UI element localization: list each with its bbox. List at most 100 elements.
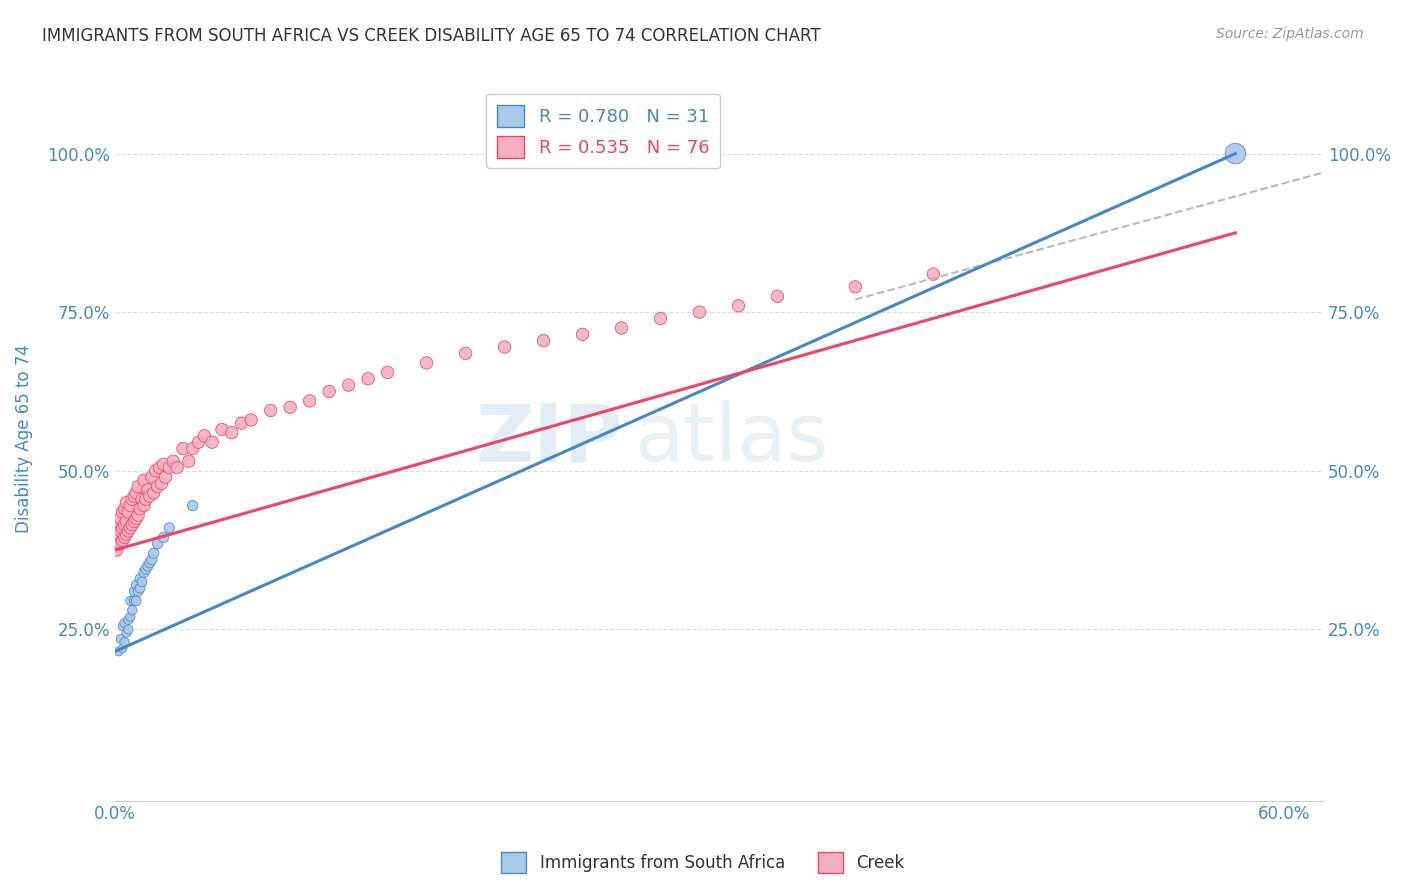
Point bbox=[260, 403, 283, 417]
Point bbox=[125, 578, 148, 592]
Point bbox=[132, 499, 155, 513]
Point bbox=[157, 460, 180, 475]
Point bbox=[221, 425, 243, 440]
Point bbox=[105, 527, 128, 541]
Point bbox=[114, 501, 136, 516]
Point bbox=[148, 460, 170, 475]
Point bbox=[1225, 146, 1247, 161]
Point bbox=[107, 517, 129, 532]
Point bbox=[166, 460, 188, 475]
Point bbox=[142, 486, 165, 500]
Point bbox=[114, 517, 136, 532]
Point bbox=[110, 537, 132, 551]
Point bbox=[454, 346, 477, 360]
Point bbox=[298, 394, 321, 409]
Point bbox=[318, 384, 340, 399]
Point bbox=[120, 594, 142, 608]
Point bbox=[141, 470, 163, 484]
Point bbox=[150, 476, 173, 491]
Point bbox=[117, 505, 139, 519]
Point bbox=[122, 584, 145, 599]
Point bbox=[415, 356, 437, 370]
Point bbox=[145, 464, 167, 478]
Point bbox=[146, 480, 169, 494]
Point bbox=[494, 340, 516, 354]
Point bbox=[337, 378, 360, 392]
Text: atlas: atlas bbox=[634, 400, 828, 478]
Point bbox=[141, 552, 163, 566]
Point bbox=[146, 537, 169, 551]
Point bbox=[650, 311, 672, 326]
Point bbox=[122, 489, 145, 503]
Point bbox=[107, 537, 129, 551]
Point bbox=[105, 543, 128, 558]
Point bbox=[127, 480, 149, 494]
Point bbox=[115, 515, 138, 529]
Point bbox=[135, 562, 157, 576]
Point bbox=[231, 416, 253, 430]
Point bbox=[107, 527, 129, 541]
Point bbox=[110, 524, 132, 538]
Point bbox=[111, 619, 134, 633]
Point bbox=[121, 603, 143, 617]
Point bbox=[127, 584, 149, 599]
Point bbox=[131, 492, 153, 507]
Point bbox=[114, 635, 136, 649]
Point bbox=[117, 613, 139, 627]
Text: IMMIGRANTS FROM SOUTH AFRICA VS CREEK DISABILITY AGE 65 TO 74 CORRELATION CHART: IMMIGRANTS FROM SOUTH AFRICA VS CREEK DI… bbox=[42, 27, 821, 45]
Point bbox=[139, 489, 162, 503]
Point bbox=[125, 486, 148, 500]
Point bbox=[172, 442, 194, 456]
Point bbox=[132, 473, 155, 487]
Point bbox=[571, 327, 593, 342]
Point bbox=[240, 413, 263, 427]
Point bbox=[115, 527, 138, 541]
Point bbox=[111, 505, 134, 519]
Point bbox=[136, 558, 159, 573]
Point bbox=[121, 517, 143, 532]
Point bbox=[122, 515, 145, 529]
Point bbox=[132, 566, 155, 580]
Point bbox=[129, 572, 152, 586]
Point bbox=[142, 546, 165, 560]
Point bbox=[181, 442, 204, 456]
Point bbox=[181, 499, 204, 513]
Point bbox=[125, 594, 148, 608]
Point bbox=[129, 501, 152, 516]
Point bbox=[193, 429, 215, 443]
Point bbox=[107, 644, 129, 658]
Point bbox=[155, 470, 177, 484]
Legend: Immigrants from South Africa, Creek: Immigrants from South Africa, Creek bbox=[495, 846, 911, 880]
Point bbox=[278, 401, 301, 415]
Point bbox=[139, 556, 162, 570]
Point bbox=[201, 435, 224, 450]
Point bbox=[152, 458, 174, 472]
Point bbox=[115, 495, 138, 509]
Point bbox=[135, 492, 157, 507]
Point bbox=[120, 609, 142, 624]
Point bbox=[377, 366, 399, 380]
Point bbox=[131, 574, 153, 589]
Point bbox=[187, 435, 209, 450]
Point bbox=[152, 530, 174, 544]
Point bbox=[115, 625, 138, 640]
Point bbox=[111, 533, 134, 548]
Point bbox=[727, 299, 749, 313]
Point bbox=[117, 524, 139, 538]
Point bbox=[125, 511, 148, 525]
Legend: R = 0.780   N = 31, R = 0.535   N = 76: R = 0.780 N = 31, R = 0.535 N = 76 bbox=[486, 94, 720, 169]
Point bbox=[117, 623, 139, 637]
Point bbox=[162, 454, 184, 468]
Point bbox=[610, 321, 633, 335]
Text: Source: ZipAtlas.com: Source: ZipAtlas.com bbox=[1216, 27, 1364, 41]
Point bbox=[844, 280, 866, 294]
Point bbox=[357, 372, 380, 386]
Point bbox=[136, 483, 159, 497]
Point bbox=[177, 454, 200, 468]
Point bbox=[111, 521, 134, 535]
Point bbox=[533, 334, 555, 348]
Point bbox=[120, 499, 142, 513]
Point bbox=[129, 581, 152, 595]
Point bbox=[157, 521, 180, 535]
Point bbox=[766, 289, 789, 303]
